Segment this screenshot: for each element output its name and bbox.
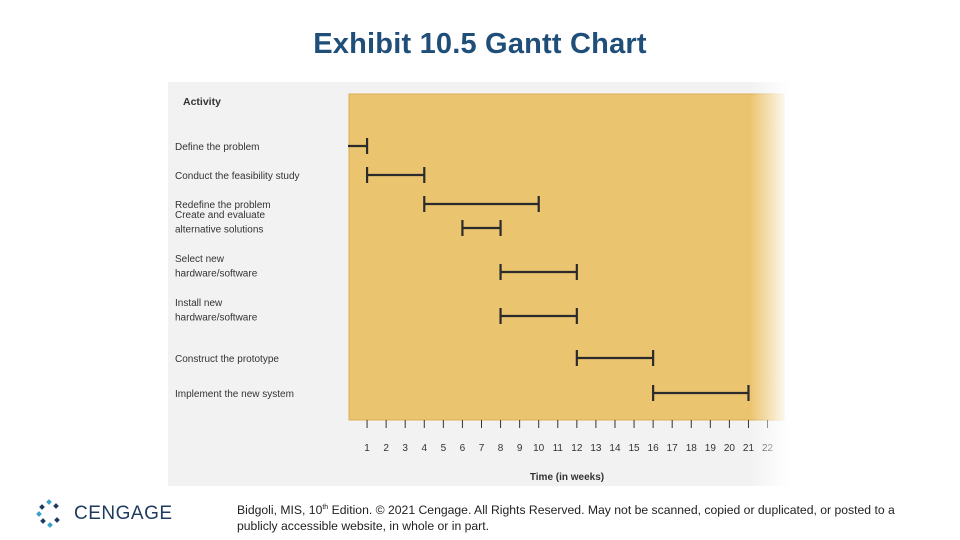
gantt-bar bbox=[461, 220, 502, 236]
slide-title: Exhibit 10.5 Gantt Chart bbox=[313, 28, 647, 60]
x-tick-label: 12 bbox=[571, 443, 583, 454]
x-tick-label: 19 bbox=[705, 443, 717, 454]
x-tick-label: 5 bbox=[441, 443, 447, 454]
plot-area bbox=[348, 93, 785, 421]
activity-label: Select new bbox=[175, 254, 225, 265]
x-tick-label: 10 bbox=[533, 443, 545, 454]
gantt-chart: Activity Define the problem Conduct the f… bbox=[175, 93, 785, 483]
activity-label: Construct the prototype bbox=[175, 354, 279, 365]
activity-labels: Define the problem Conduct the feasibilit… bbox=[175, 142, 300, 400]
x-tick-label: 6 bbox=[460, 443, 466, 454]
activity-label: Install new bbox=[175, 298, 223, 309]
gantt-bar bbox=[652, 385, 750, 401]
activity-label: Conduct the feasibility study bbox=[175, 171, 300, 182]
x-tick-label: 21 bbox=[743, 443, 755, 454]
x-tick-label: 14 bbox=[609, 443, 621, 454]
activity-label: alternative solutions bbox=[175, 225, 263, 236]
x-tick-label: 22 bbox=[762, 443, 774, 454]
x-tick-label: 2 bbox=[383, 443, 389, 454]
footer-superscript: th bbox=[322, 504, 329, 511]
gantt-bar bbox=[423, 196, 540, 212]
activity-label: Define the problem bbox=[175, 142, 260, 153]
activity-label: hardware/software bbox=[175, 269, 258, 280]
x-axis-ticks: 1 2 3 4 5 6 7 8 9 10 11 12 13 14 15 16 17 18 19 20 21 22 bbox=[364, 420, 774, 454]
x-axis-label: Time (in weeks) bbox=[530, 472, 604, 483]
activity-label: Redefine the problem bbox=[175, 200, 271, 211]
gantt-bar bbox=[575, 350, 655, 366]
x-tick-label: 7 bbox=[479, 443, 485, 454]
x-tick-label: 8 bbox=[498, 443, 504, 454]
x-tick-label: 20 bbox=[724, 443, 736, 454]
footer-copyright: Bidgoli, MIS, 10th Edition. © 2021 Cenga… bbox=[237, 500, 937, 534]
gantt-bars bbox=[348, 138, 750, 401]
x-tick-label: 15 bbox=[628, 443, 640, 454]
x-tick-label: 4 bbox=[421, 443, 427, 454]
x-tick-label: 13 bbox=[590, 443, 602, 454]
footer-text-end: Edition. © 2021 Cengage. All Rights Rese… bbox=[237, 503, 895, 534]
x-tick-label: 1 bbox=[364, 443, 370, 454]
x-tick-label: 17 bbox=[667, 443, 679, 454]
x-tick-label: 16 bbox=[648, 443, 660, 454]
cengage-mark-icon bbox=[36, 499, 60, 528]
activity-label: Implement the new system bbox=[175, 389, 294, 400]
x-tick-label: 3 bbox=[402, 443, 408, 454]
x-tick-label: 18 bbox=[686, 443, 698, 454]
gantt-bar bbox=[348, 138, 369, 154]
cengage-logo: CENGAGE bbox=[36, 496, 173, 532]
footer-text-start: Bidgoli, MIS, 10 bbox=[237, 503, 323, 518]
x-tick-label: 9 bbox=[517, 443, 523, 454]
activity-header: Activity bbox=[183, 96, 221, 108]
activity-label: Create and evaluate bbox=[175, 210, 266, 221]
gantt-bar bbox=[499, 264, 578, 280]
gantt-figure: Activity Define the problem Conduct the f… bbox=[168, 82, 790, 486]
gantt-bar bbox=[499, 308, 578, 324]
activity-label: hardware/software bbox=[175, 313, 258, 324]
gantt-bar bbox=[365, 167, 426, 183]
x-tick-label: 11 bbox=[553, 443, 564, 454]
logo-text: CENGAGE bbox=[74, 503, 173, 524]
